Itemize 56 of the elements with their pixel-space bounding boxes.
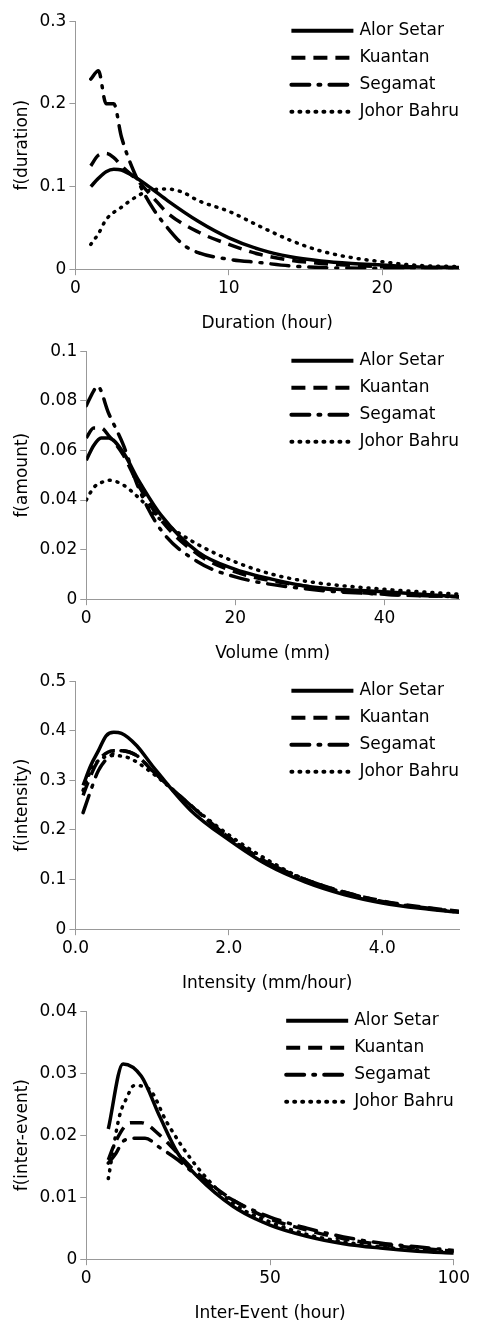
y-tick-label: 0.1: [39, 868, 67, 889]
y-axis-title: f(intensity): [10, 758, 31, 852]
legend-label: Segamat: [359, 73, 436, 94]
x-axis-title: Inter-Event (hour): [194, 1302, 346, 1323]
y-tick-label: 0.03: [39, 1061, 78, 1082]
x-tick-label: 4.0: [368, 936, 396, 957]
x-tick-label: 10: [218, 276, 240, 297]
legend-label: Segamat: [359, 733, 436, 754]
x-tick-label: 20: [224, 606, 247, 627]
legend-label: Kuantan: [359, 706, 430, 727]
y-tick-label: 0.1: [39, 174, 67, 195]
legend-label: Kuantan: [354, 1036, 425, 1057]
x-tick-label: 0.0: [61, 936, 89, 957]
x-tick-label: 0: [80, 1266, 92, 1287]
legend-label: Johor Bahru: [358, 100, 460, 121]
legend-label: Johor Bahru: [358, 760, 460, 781]
y-axis-title: f(amount): [10, 432, 31, 518]
y-tick-label: 0.02: [39, 1123, 78, 1144]
y-axis-title: f(duration): [10, 99, 31, 191]
y-tick-label: 0.3: [39, 768, 67, 789]
y-tick-label: 0.5: [39, 669, 67, 690]
y-tick-label: 0.2: [39, 92, 67, 113]
legend-label: Alor Setar: [354, 1009, 439, 1030]
legend-label: Alor Setar: [359, 679, 444, 700]
legend-label: Kuantan: [359, 46, 430, 67]
y-tick-label: 0.2: [39, 818, 67, 839]
x-tick-label: 20: [371, 276, 394, 297]
y-tick-label: 0.04: [39, 488, 78, 509]
y-tick-label: 0.08: [39, 389, 78, 410]
y-tick-label: 0.1: [50, 339, 78, 360]
x-tick-label: 2.0: [215, 936, 243, 957]
x-tick-label: 100: [437, 1266, 470, 1287]
legend-label: Alor Setar: [359, 349, 444, 370]
legend-label: Segamat: [359, 403, 436, 424]
legend-label: Alor Setar: [359, 19, 444, 40]
y-tick-label: 0.3: [39, 9, 67, 30]
y-axis-title: f(inter-event): [10, 1079, 31, 1192]
y-tick-label: 0.02: [39, 538, 78, 559]
y-tick-label: 0.06: [39, 438, 78, 459]
x-tick-label: 50: [259, 1266, 281, 1287]
y-tick-label: 0.4: [39, 719, 67, 740]
legend-label: Johor Bahru: [358, 430, 460, 451]
y-tick-label: 0: [55, 257, 67, 278]
x-tick-label: 0: [80, 606, 92, 627]
legend-label: Johor Bahru: [353, 1090, 454, 1111]
y-tick-label: 0: [55, 917, 67, 938]
y-tick-label: 0.01: [39, 1185, 78, 1206]
y-tick-label: 0.04: [39, 999, 78, 1020]
x-axis-title: Duration (hour): [201, 312, 333, 333]
y-tick-label: 0: [66, 1247, 78, 1268]
legend-label: Kuantan: [359, 376, 430, 397]
y-tick-label: 0: [66, 587, 78, 608]
legend-label: Segamat: [354, 1063, 431, 1084]
x-axis-title: Volume (mm): [215, 642, 331, 663]
x-tick-label: 40: [373, 606, 396, 627]
x-axis-title: Intensity (mm/hour): [181, 972, 353, 993]
